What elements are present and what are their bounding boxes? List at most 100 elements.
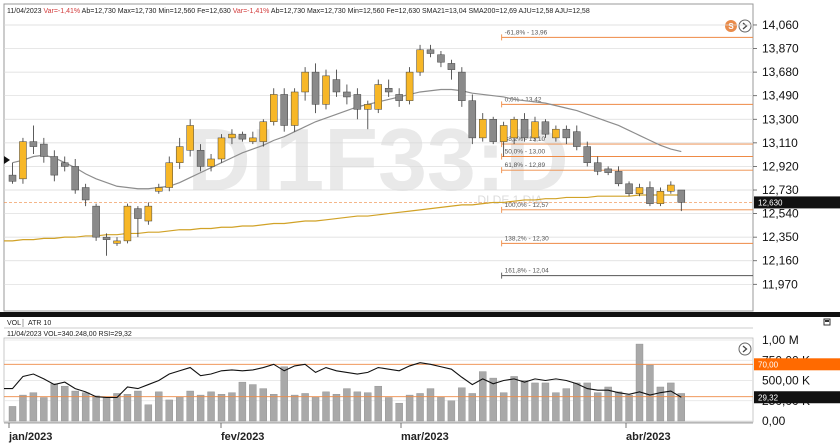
volume-bar[interactable] — [144, 404, 153, 422]
candle[interactable] — [583, 141, 591, 167]
candle[interactable] — [144, 202, 153, 225]
volume-bar[interactable] — [426, 388, 435, 422]
candle[interactable] — [322, 69, 330, 110]
volume-bar[interactable] — [61, 385, 69, 422]
candle[interactable] — [426, 44, 435, 58]
candle[interactable] — [259, 119, 268, 147]
candle[interactable] — [165, 156, 173, 192]
lower-nav-forward-icon[interactable] — [738, 342, 752, 356]
candle[interactable] — [468, 94, 477, 145]
volume-bar[interactable] — [81, 392, 90, 422]
candle[interactable] — [217, 134, 226, 163]
volume-bar[interactable] — [364, 392, 372, 422]
volume-bar[interactable] — [677, 393, 685, 422]
volume-bar[interactable] — [29, 392, 38, 422]
volume-bar[interactable] — [447, 400, 456, 422]
candle[interactable] — [19, 137, 27, 184]
volume-bar[interactable] — [155, 391, 163, 422]
candle[interactable] — [238, 131, 247, 142]
volume-bar[interactable] — [646, 364, 654, 422]
candle[interactable] — [332, 69, 341, 97]
candle[interactable] — [175, 137, 184, 169]
volume-bar[interactable] — [238, 381, 247, 422]
nav-forward-icon[interactable] — [738, 19, 752, 33]
candle[interactable] — [458, 67, 466, 107]
candle[interactable] — [196, 144, 205, 172]
candle[interactable] — [249, 131, 257, 145]
volume-bar[interactable] — [416, 393, 424, 422]
candle[interactable] — [364, 100, 372, 130]
volume-bar[interactable] — [290, 394, 299, 422]
candle[interactable] — [573, 125, 581, 151]
volume-bar[interactable] — [301, 393, 309, 422]
candle[interactable] — [374, 79, 382, 114]
volume-bar[interactable] — [92, 395, 100, 422]
volume-bar[interactable] — [8, 406, 17, 422]
volume-bar[interactable] — [499, 392, 508, 422]
candle[interactable] — [479, 113, 487, 142]
lower-tab-atr[interactable]: ATR 10 — [28, 320, 51, 327]
candle[interactable] — [301, 67, 309, 101]
candle[interactable] — [447, 59, 456, 80]
volume-bar[interactable] — [635, 343, 644, 422]
candle[interactable] — [395, 88, 403, 107]
candle[interactable] — [520, 113, 529, 142]
volume-bar[interactable] — [19, 394, 27, 422]
candle[interactable] — [552, 125, 560, 142]
volume-bar[interactable] — [510, 376, 518, 422]
candle[interactable] — [646, 181, 654, 207]
volume-bar[interactable] — [332, 394, 341, 422]
volume-bar[interactable] — [520, 380, 529, 422]
candle[interactable] — [40, 137, 48, 163]
candle[interactable] — [562, 125, 571, 145]
candle[interactable] — [353, 88, 362, 120]
volume-bar[interactable] — [531, 382, 539, 422]
volume-bar[interactable] — [374, 385, 382, 422]
volume-bar[interactable] — [656, 386, 665, 422]
volume-bar[interactable] — [614, 391, 623, 422]
candle[interactable] — [343, 84, 351, 105]
volume-bar[interactable] — [594, 392, 602, 422]
candle[interactable] — [102, 233, 111, 256]
volume-bar[interactable] — [437, 396, 445, 422]
volume-bar[interactable] — [249, 384, 257, 422]
volume-bar[interactable] — [489, 377, 497, 422]
candle[interactable] — [489, 116, 497, 145]
candle[interactable] — [510, 116, 518, 145]
volume-bar[interactable] — [259, 388, 267, 422]
volume-bar[interactable] — [228, 392, 236, 422]
volume-bar[interactable] — [458, 387, 466, 422]
volume-bar[interactable] — [604, 386, 612, 422]
candle[interactable] — [667, 181, 675, 194]
candle[interactable] — [656, 187, 665, 207]
volume-bar[interactable] — [541, 382, 550, 422]
candle[interactable] — [50, 150, 59, 182]
volume-bar[interactable] — [583, 382, 591, 422]
candle[interactable] — [71, 158, 79, 194]
candle[interactable] — [677, 189, 686, 212]
volume-bar[interactable] — [385, 397, 393, 422]
candle[interactable] — [635, 183, 644, 197]
volume-bar[interactable] — [353, 391, 362, 422]
candle[interactable] — [593, 156, 602, 176]
volume-bar[interactable] — [625, 394, 633, 422]
volume-bar[interactable] — [280, 366, 288, 422]
volume-bar[interactable] — [123, 394, 132, 422]
volume-bar[interactable] — [40, 397, 48, 422]
volume-bar[interactable] — [113, 393, 121, 422]
volume-bar[interactable] — [134, 390, 142, 422]
volume-bar[interactable] — [322, 391, 330, 422]
lower-tab-vol[interactable]: VOL — [7, 320, 21, 327]
volume-bar[interactable] — [270, 394, 278, 422]
panel-toggle-icon[interactable] — [823, 318, 831, 326]
volume-bar[interactable] — [217, 394, 226, 422]
volume-bar[interactable] — [395, 402, 403, 422]
candle[interactable] — [29, 125, 38, 155]
candle[interactable] — [311, 63, 320, 114]
candle[interactable] — [290, 88, 299, 132]
volume-bar[interactable] — [311, 396, 320, 422]
volume-bar[interactable] — [667, 382, 675, 422]
volume-bar[interactable] — [207, 391, 215, 422]
candle[interactable] — [437, 51, 445, 68]
candle[interactable] — [531, 116, 539, 142]
